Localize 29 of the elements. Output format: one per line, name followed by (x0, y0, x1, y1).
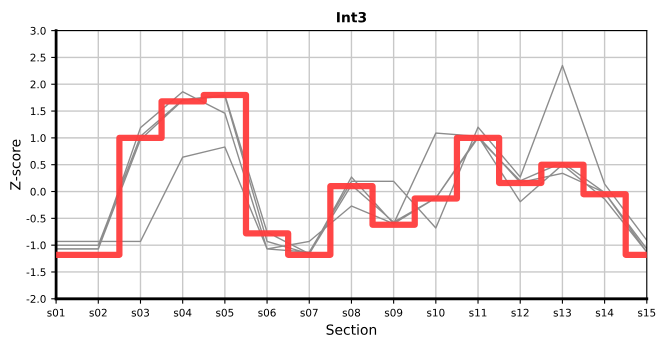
x-tick-label: s02 (90, 308, 107, 317)
y-tick-label: -0.5 (26, 214, 46, 222)
y-tick-label: 1.0 (30, 134, 46, 142)
y-tick-label: 3.0 (30, 26, 46, 35)
x-tick-label: s07 (300, 308, 318, 317)
y-tick-label: -1.5 (26, 268, 46, 276)
y-tick-label: 0.0 (30, 188, 46, 196)
x-axis-title: Section (326, 324, 376, 335)
x-tick-label: s12 (511, 308, 529, 317)
x-tick-label: s01 (47, 308, 64, 317)
x-tick-label: s03 (132, 308, 149, 317)
x-tick-label: s09 (384, 308, 402, 317)
chart-title: Int3 (337, 12, 366, 22)
y-axis-title: Z-score (10, 140, 21, 190)
x-tick-label: s04 (174, 308, 192, 317)
y-tick-label: -2.0 (26, 295, 46, 303)
x-tick-label: s13 (554, 308, 571, 317)
y-tick-label: 2.5 (30, 54, 46, 62)
y-tick-label: 2.0 (30, 80, 46, 88)
x-tick-label: s10 (427, 308, 444, 317)
x-tick-label: s08 (342, 308, 360, 317)
x-tick-label: s11 (469, 308, 486, 317)
y-tick-label: 1.5 (30, 107, 46, 116)
x-tick-label: s05 (216, 308, 234, 317)
x-tick-label: s14 (596, 308, 614, 317)
y-tick-label: 0.5 (30, 160, 46, 169)
x-tick-label: s15 (638, 308, 656, 317)
x-tick-label: s06 (258, 308, 276, 317)
y-tick-label: -1.0 (26, 241, 46, 250)
